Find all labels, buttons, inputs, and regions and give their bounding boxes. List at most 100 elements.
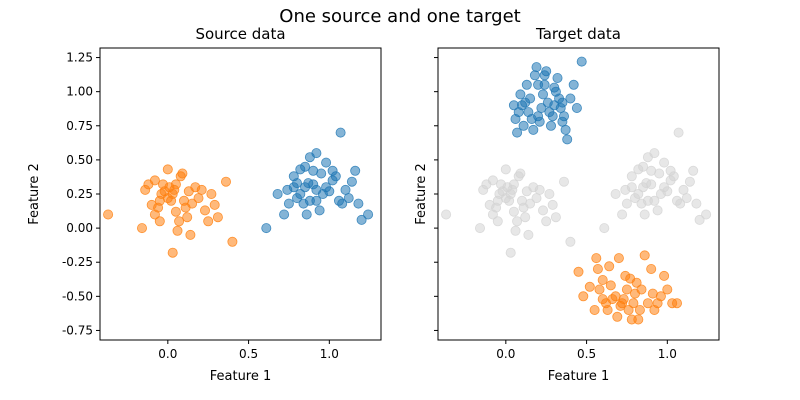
target-series-2-point [646,263,657,274]
source-series-0-point [283,198,294,209]
source-series-1-point [199,205,210,216]
target-series-1-point [565,93,576,104]
target-series-0-point [559,176,570,187]
target-series-1-point [529,70,540,81]
source-series-0-point [300,161,311,172]
source-series-1-point [167,247,178,258]
target-series-2-point [612,311,623,322]
source-series-0-point [363,209,374,220]
source-series-1-point [170,179,181,190]
source-series-0-point [335,127,346,138]
target-series-0-point [675,198,686,209]
target-series-2-point [623,304,634,315]
source-series-0-point [311,195,322,206]
target-x-tick-label: 0.5 [577,347,596,361]
target-x-tick-label: 1.0 [658,347,677,361]
target-scatter-marks [441,56,712,325]
source-series-0-point [279,209,290,220]
target-series-0-point [547,199,558,210]
target-series-1-point [533,79,544,90]
source-series-1-point [103,209,114,220]
target-series-2-point [604,261,615,272]
source-series-0-point [324,186,335,197]
target-series-2-point [594,284,605,295]
source-series-0-point [346,176,357,187]
source-series-0-point [337,198,348,209]
source-y-tick-label: 0.25 [66,187,93,201]
target-y-ticks [434,57,438,331]
target-data-panel: Target data 0.0 0.5 1.0 Feature 1 Feature … [414,25,720,384]
target-series-1-point [552,73,563,84]
target-series-2-point [592,263,603,274]
target-series-1-point [562,134,573,145]
target-series-0-point [441,209,452,220]
target-series-0-point [626,182,637,193]
target-series-2-point [672,298,683,309]
target-series-0-point [520,212,531,223]
source-x-tick-label: 0.0 [158,347,177,361]
target-series-1-point [538,89,549,100]
target-series-2-point [597,294,608,305]
target-series-0-point [505,247,516,258]
target-series-0-point [565,236,576,247]
source-series-0-point [353,198,364,209]
source-series-1-point [149,175,160,186]
target-series-2-point [602,304,613,315]
source-series-0-point [291,178,302,189]
target-series-0-point [684,176,695,187]
target-series-2-point [636,284,647,295]
target-series-2-point [618,294,629,305]
target-series-0-point [681,193,692,204]
target-series-0-point [691,198,702,209]
target-series-0-point [550,212,561,223]
target-series-0-point [599,223,610,234]
target-series-0-point [512,216,523,227]
target-x-axis-label: Feature 1 [548,369,610,384]
source-series-1-point [196,184,207,195]
source-series-1-point [227,236,238,247]
target-series-0-point [621,198,632,209]
target-series-1-point [560,124,571,135]
target-series-1-point [515,89,526,100]
target-series-2-point [655,291,666,302]
target-series-1-point [531,62,542,73]
source-x-tick-label: 0.5 [239,347,258,361]
source-series-0-point [301,209,312,220]
source-series-1-point [187,198,198,209]
target-series-1-point [536,103,547,114]
target-series-0-point [487,175,498,186]
target-series-1-point [525,93,536,104]
target-series-1-point [571,103,582,114]
target-series-0-point [665,165,676,176]
target-panel-title: Target data [535,25,621,43]
source-scatter-marks [103,127,374,258]
target-series-2-point [633,314,644,325]
target-series-0-point [639,209,650,220]
source-series-0-point [321,157,332,168]
target-series-0-point [688,165,699,176]
source-series-0-point [316,168,327,179]
target-series-0-point [515,168,526,179]
target-series-0-point [652,205,663,216]
target-series-2-point [662,284,673,295]
target-series-0-point [673,127,684,138]
target-series-1-point [512,127,523,138]
source-series-1-point [170,206,181,217]
target-series-0-point [508,206,519,217]
target-series-1-point [518,120,529,131]
target-series-1-point [546,120,557,131]
source-series-0-point [314,205,325,216]
source-series-1-point [154,216,165,227]
target-series-2-point [573,266,584,277]
target-series-2-point [578,291,589,302]
target-series-0-point [538,205,549,216]
target-series-0-point [534,184,545,195]
target-series-1-point [549,82,560,93]
source-y-tick-label: -0.75 [62,323,93,337]
source-series-0-point [350,165,361,176]
source-series-1-point [162,193,173,204]
target-series-2-point [621,284,632,295]
target-series-2-point [591,253,602,264]
source-series-0-point [311,184,322,195]
